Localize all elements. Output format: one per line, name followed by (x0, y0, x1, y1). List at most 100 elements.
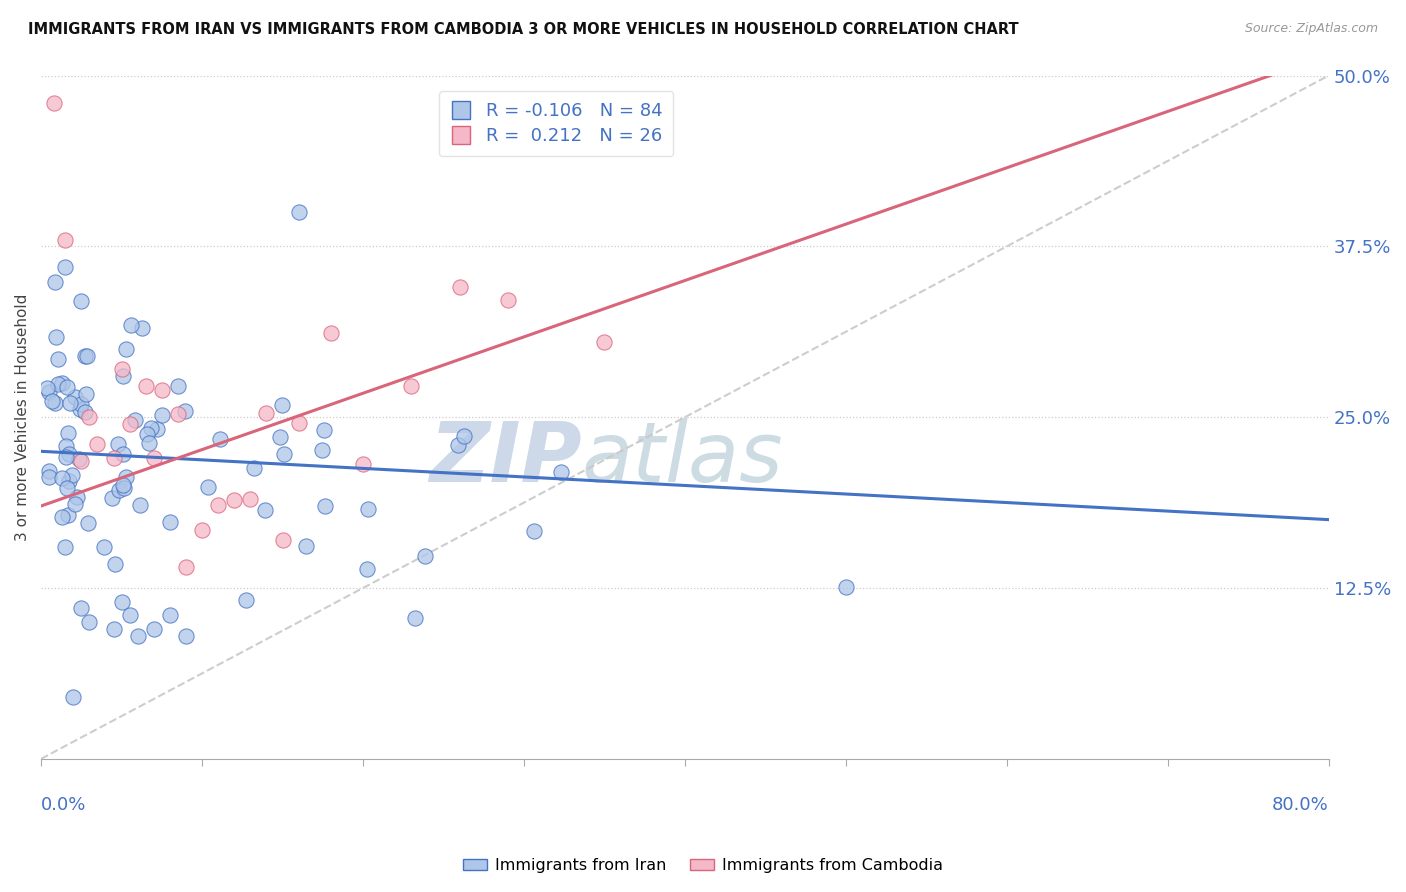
Point (53, 233, 76, 247)
Point (110, 594, 132, 608)
Point (167, 379, 190, 393)
Point (69, 402, 91, 417)
Point (59, 395, 82, 409)
Point (174, 560, 197, 574)
Point (115, 470, 138, 484)
Point (108, 483, 131, 497)
Point (55, 439, 77, 453)
Point (56, 380, 79, 394)
Point (287, 416, 309, 430)
Point (53, 260, 76, 274)
Point (271, 398, 294, 412)
Point (146, 422, 169, 436)
Point (453, 429, 475, 443)
Point (207, 498, 229, 512)
Point (295, 540, 318, 554)
Point (70, 454, 93, 468)
Point (103, 622, 125, 636)
Point (70, 293, 93, 308)
Point (70, 601, 93, 615)
Point (273, 447, 295, 461)
Point (150, 383, 173, 397)
Point (312, 423, 335, 437)
Point (60, 468, 83, 483)
Point (141, 421, 163, 435)
Point (254, 502, 277, 516)
Point (103, 451, 125, 466)
Point (256, 406, 278, 420)
Point (121, 318, 143, 332)
Point (112, 447, 135, 461)
Point (111, 478, 134, 492)
Point (243, 461, 266, 475)
Point (287, 205, 309, 219)
Point (77, 516, 100, 530)
Point (142, 622, 165, 636)
Point (167, 407, 190, 421)
Point (835, 581, 858, 595)
Point (75, 349, 97, 363)
Point (56, 508, 79, 522)
Point (197, 480, 219, 494)
Point (271, 533, 294, 548)
Point (86, 437, 108, 451)
Point (41, 394, 63, 409)
Legend: R = -0.106   N = 84, R =  0.212   N = 26: R = -0.106 N = 84, R = 0.212 N = 26 (439, 91, 673, 156)
Point (550, 465, 572, 479)
Point (173, 404, 195, 418)
Point (523, 524, 546, 538)
Point (107, 436, 129, 450)
Point (135, 378, 157, 392)
Point (56, 426, 79, 441)
Point (142, 451, 165, 466)
Point (138, 436, 160, 450)
Text: 0.0%: 0.0% (41, 797, 87, 814)
Point (129, 498, 152, 512)
Point (75, 405, 97, 419)
Point (449, 280, 471, 294)
Point (104, 557, 127, 571)
Point (311, 443, 333, 458)
Text: Source: ZipAtlas.com: Source: ZipAtlas.com (1244, 22, 1378, 36)
Point (319, 326, 342, 340)
Point (38, 465, 60, 479)
Point (352, 457, 374, 471)
Point (53, 540, 76, 554)
Point (208, 433, 231, 447)
Point (79, 410, 101, 425)
Point (45, 330, 67, 344)
Point (70, 397, 93, 411)
Point (124, 413, 146, 427)
Point (446, 438, 468, 452)
Point (235, 593, 257, 607)
Point (62, 690, 84, 705)
Point (65, 390, 87, 404)
Point (38, 470, 60, 484)
Point (159, 608, 181, 623)
Point (42, 95, 65, 110)
Point (401, 379, 423, 393)
Text: atlas: atlas (582, 417, 783, 499)
Point (174, 629, 197, 643)
Point (131, 320, 153, 334)
Point (593, 334, 616, 349)
Point (496, 293, 519, 308)
Text: ZIP: ZIP (429, 417, 582, 499)
Point (46, 352, 69, 367)
Point (100, 491, 122, 505)
Y-axis label: 3 or more Vehicles in Household: 3 or more Vehicles in Household (15, 293, 30, 541)
Point (118, 608, 141, 623)
Legend: Immigrants from Iran, Immigrants from Cambodia: Immigrants from Iran, Immigrants from Ca… (457, 852, 949, 880)
Point (63, 497, 86, 511)
Text: IMMIGRANTS FROM IRAN VS IMMIGRANTS FROM CAMBODIA 3 OR MORE VEHICLES IN HOUSEHOLD: IMMIGRANTS FROM IRAN VS IMMIGRANTS FROM … (28, 22, 1019, 37)
Point (58, 474, 80, 488)
Point (136, 427, 159, 442)
Point (110, 362, 132, 376)
Point (35, 381, 58, 395)
Point (269, 430, 291, 444)
Point (413, 549, 436, 563)
Point (44, 275, 66, 289)
Point (191, 523, 214, 537)
Point (159, 515, 181, 529)
Point (356, 562, 378, 576)
